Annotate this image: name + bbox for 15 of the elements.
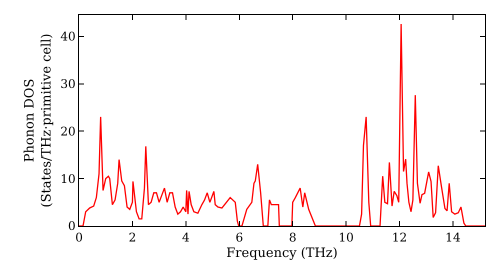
x-tick-label: 4 <box>182 230 190 244</box>
y-tick-label: 10 <box>60 172 76 186</box>
x-axis-title: Frequency (THz) <box>226 246 338 261</box>
line-series <box>79 23 485 226</box>
y-tick-label: 0 <box>68 219 76 234</box>
x-tick-label: 8 <box>288 230 296 244</box>
x-tick-label: 14 <box>445 230 461 244</box>
y-axis-title: Phonon DOS (States/THz·primitive cell) <box>22 33 54 208</box>
x-tick-label: 10 <box>338 230 354 244</box>
y-tick-label: 20 <box>60 124 76 138</box>
x-tick-label: 12 <box>392 230 408 244</box>
y-tick-label: 40 <box>60 30 76 44</box>
y-tick-label: 30 <box>60 76 76 91</box>
x-tick-label: 6 <box>235 230 244 244</box>
x-tick-label: 2 <box>128 230 136 244</box>
